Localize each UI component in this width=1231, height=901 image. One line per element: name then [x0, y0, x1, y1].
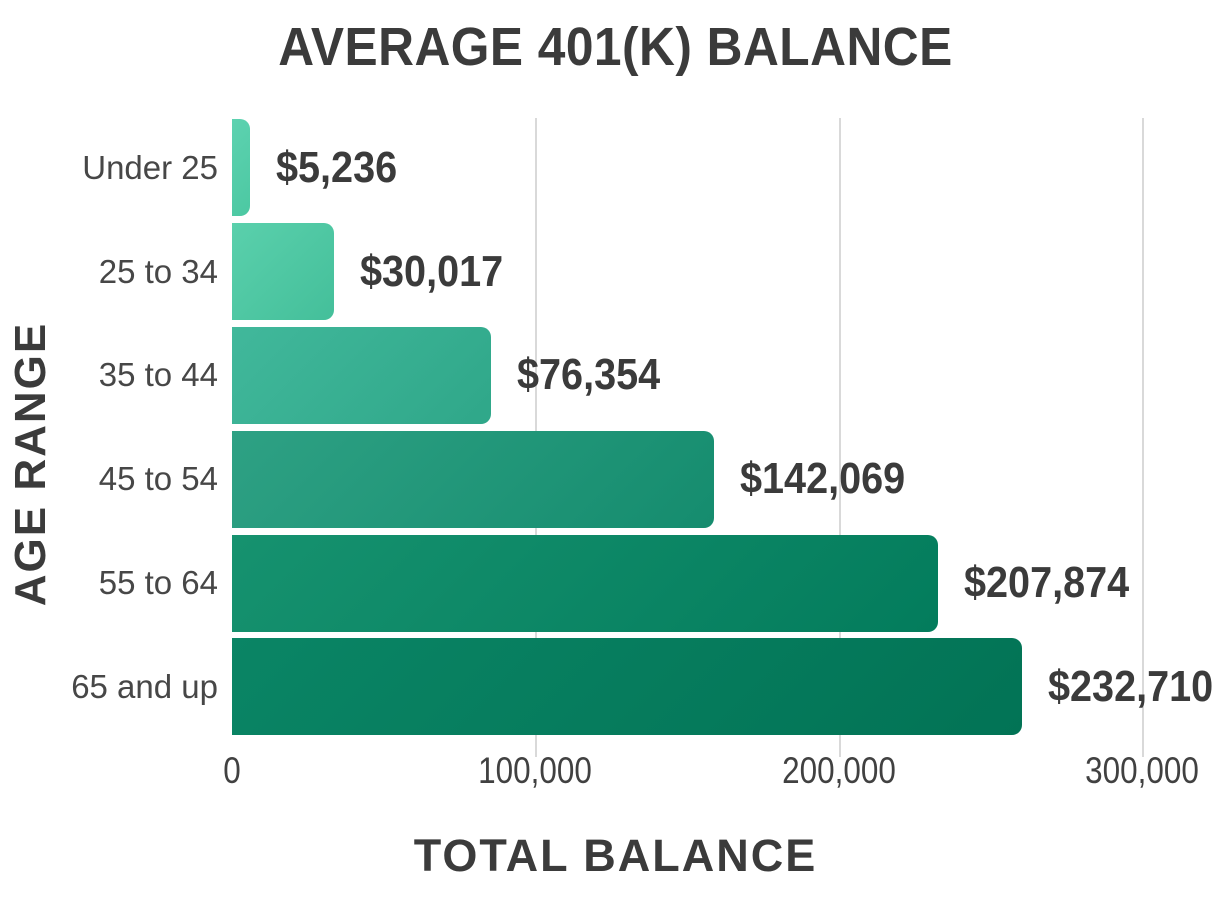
category-label: 35 to 44	[98, 356, 218, 394]
value-label: $142,069	[740, 454, 906, 504]
x-tick-label: 100,000	[478, 750, 593, 791]
x-tick-label: 300,000	[1085, 750, 1199, 791]
gridline	[838, 118, 841, 757]
x-tick-label: 0	[223, 750, 241, 791]
bar	[232, 223, 334, 321]
category-label: Under 25	[82, 148, 218, 186]
bar	[232, 534, 938, 632]
category-label: 65 and up	[71, 667, 218, 705]
chart-title: AVERAGE 401(K) BALANCE	[278, 17, 953, 77]
value-label: $76,354	[517, 350, 661, 400]
bar	[232, 326, 492, 424]
bar-row: 35 to 44 $76,354	[0, 324, 1231, 428]
x-tick-label: 200,000	[781, 750, 896, 791]
value-label: $232,710	[1048, 661, 1214, 711]
bar	[232, 638, 1022, 736]
value-label: $30,017	[359, 246, 504, 296]
plot-area: Under 25 $5,236 25 to 34 $30,017 35 to 44 $76…	[0, 116, 1231, 739]
bar-row: Under 25 $5,236	[0, 116, 1231, 220]
category-label: 45 to 54	[98, 460, 218, 498]
x-axis-ticks: 0 100,000 200,000 300,000	[0, 750, 1231, 794]
value-label: $207,874	[963, 558, 1129, 608]
bar	[232, 119, 250, 217]
x-axis-title: TOTAL BALANCE	[413, 830, 818, 881]
category-label: 25 to 34	[98, 252, 218, 290]
gridline	[1142, 118, 1144, 757]
bar	[232, 430, 715, 528]
bar-row: 25 to 34 $30,017	[0, 220, 1231, 324]
value-label: $5,236	[275, 142, 397, 192]
bar-row: 45 to 54 $142,069	[0, 427, 1231, 531]
category-label: 55 to 64	[98, 564, 218, 602]
bar-row: 65 and up $232,710	[0, 635, 1231, 739]
bar-row: 55 to 64 $207,874	[0, 531, 1231, 635]
